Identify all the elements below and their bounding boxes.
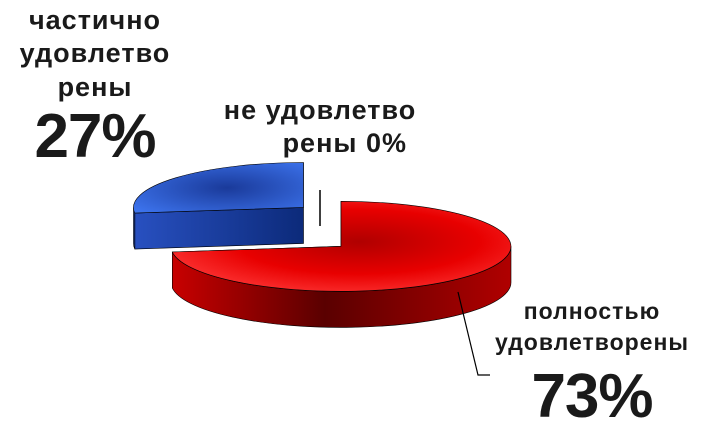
slice-value-none: 0% <box>366 128 408 158</box>
slice-label-partial: частично удовлетво рены 27% <box>0 4 190 170</box>
slice-value-full: 73% <box>531 362 653 431</box>
slice-label-full: полностью удовлетворены 73% <box>480 296 704 429</box>
slice-full <box>171 200 512 328</box>
full-slice-leader-line <box>457 291 490 376</box>
slice-partial-side <box>133 207 136 250</box>
slice-partial-top <box>133 162 304 214</box>
slice-name-none: не удовлетво рены <box>223 95 417 159</box>
slice-name-partial: частично удовлетво рены <box>19 5 171 102</box>
slice-label-none: не удовлетво рены 0% <box>180 94 460 161</box>
slice-partial <box>133 162 304 250</box>
slice-value-partial: 27% <box>34 102 156 172</box>
slice-name-full: полностью удовлетворены <box>494 298 690 356</box>
slice-full-top <box>171 200 512 292</box>
